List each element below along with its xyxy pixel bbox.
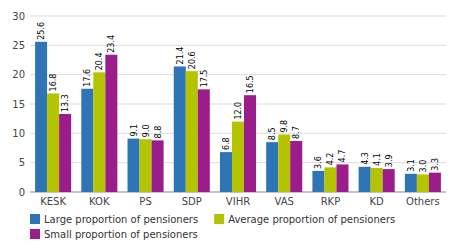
bar: [359, 167, 371, 192]
y-tick-label: 30: [12, 11, 25, 22]
legend-swatch: [30, 214, 40, 224]
bar: [47, 93, 59, 192]
data-label: 23.4: [107, 35, 116, 53]
data-label: 3.1: [407, 159, 416, 172]
bar: [405, 174, 417, 192]
data-label: 4.1: [373, 153, 382, 166]
bar: [383, 169, 395, 192]
data-label: 20.4: [95, 53, 104, 71]
data-label: 17.6: [83, 69, 92, 87]
data-label: 17.5: [200, 70, 209, 88]
x-tick-label: SDP: [182, 196, 202, 207]
legend: Large proportion of pensioners Average pr…: [30, 214, 395, 240]
bar: [336, 164, 348, 192]
bar: [198, 89, 210, 192]
bar: [186, 71, 198, 192]
y-tick-label: 5: [19, 157, 25, 168]
bar: [128, 139, 140, 192]
legend-swatch: [30, 229, 40, 239]
legend-item: Large proportion of pensioners: [30, 214, 198, 225]
bar: [244, 95, 256, 192]
bar: [93, 72, 105, 192]
data-label: 8.8: [154, 126, 163, 139]
y-tick-label: 25: [12, 40, 25, 51]
y-tick-label: 20: [12, 69, 25, 80]
bar: [59, 114, 71, 192]
bar: [290, 141, 302, 192]
data-label: 16.5: [246, 75, 255, 93]
bars: [35, 42, 441, 192]
data-label: 3.3: [431, 158, 440, 171]
data-label: 9.1: [130, 124, 139, 137]
data-label: 4.7: [338, 150, 347, 163]
bar: [232, 122, 244, 192]
bar: [312, 171, 324, 192]
x-tick-label: VIHR: [226, 196, 250, 207]
legend-label: Small proportion of pensioners: [44, 229, 198, 240]
bar: [140, 139, 152, 192]
bar: [174, 66, 186, 192]
data-label: 9.8: [280, 120, 289, 133]
x-tick-label: RKP: [321, 196, 341, 207]
data-label: 8.5: [268, 127, 277, 140]
data-label: 12.0: [234, 102, 243, 120]
grid-line: [30, 16, 446, 17]
data-label: 25.6: [37, 22, 46, 40]
y-tick-label: 15: [12, 99, 25, 110]
data-label: 8.7: [292, 126, 301, 139]
data-labels: 25.6 17.6 9.1 21.4 6.8 8.5 3.6 4.3 3.1 16.8 20.4 9.…: [37, 22, 440, 172]
bar: [371, 168, 383, 192]
x-tick-label: KD: [370, 196, 385, 207]
data-label: 6.8: [222, 137, 231, 150]
data-label: 4.2: [326, 153, 335, 166]
data-label: 13.3: [61, 94, 70, 112]
data-label: 9.0: [142, 124, 151, 137]
bar: [220, 152, 232, 192]
bar: [324, 167, 336, 192]
x-tick-label: PS: [139, 196, 151, 207]
bar: [429, 173, 441, 192]
data-label: 16.8: [49, 74, 58, 92]
bar: [266, 142, 278, 192]
bar: [278, 135, 290, 192]
data-label: 3.9: [385, 154, 394, 167]
bar: [105, 55, 117, 192]
legend-label: Average proportion of pensioners: [228, 214, 395, 225]
bar: [35, 42, 47, 192]
x-tick-label: VAS: [275, 196, 294, 207]
chart: 0 5 10 15 20 25 30 25.6 17.6 9.1 21.4 6.8 8.5 3.6 4.3 3…: [0, 0, 454, 252]
grid: [30, 16, 446, 192]
data-label: 3.6: [314, 156, 323, 169]
x-tick-label: KOK: [89, 196, 110, 207]
grid-line: [30, 74, 446, 75]
bar: [152, 140, 164, 192]
data-label: 21.4: [176, 47, 185, 65]
y-tick-label: 0: [19, 187, 25, 198]
legend-swatch: [214, 214, 224, 224]
data-label: 4.3: [361, 152, 370, 165]
y-tick-label: 10: [12, 128, 25, 139]
legend-label: Large proportion of pensioners: [44, 214, 198, 225]
legend-item: Average proportion of pensioners: [214, 214, 395, 225]
bar: [81, 89, 93, 192]
data-label: 3.0: [419, 160, 428, 173]
data-label: 20.6: [188, 51, 197, 69]
legend-item: Small proportion of pensioners: [30, 229, 198, 240]
x-tick-label: KESK: [40, 196, 66, 207]
bar: [417, 174, 429, 192]
x-tick-label: Others: [406, 196, 440, 207]
grid-line: [30, 45, 446, 46]
